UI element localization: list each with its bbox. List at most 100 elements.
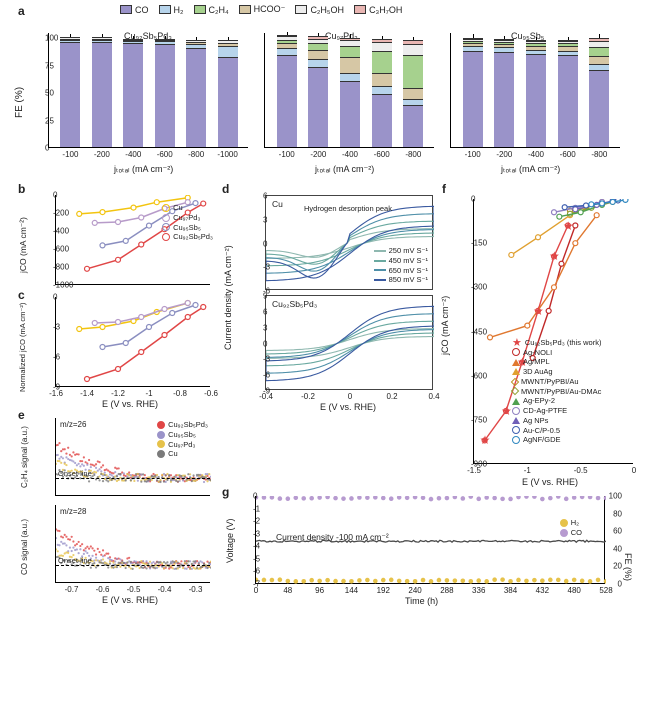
xtick: -400 (342, 150, 358, 159)
legend-row: MWNT/PyPBI/Au-DMAc (512, 387, 601, 397)
bar (218, 40, 238, 147)
xtick: 0 (348, 392, 352, 401)
hdesorp-label: Hydrogen desorption peak (304, 204, 392, 213)
xlabel-bc: E (V vs. RHE) (102, 399, 158, 409)
ytick: 0 (471, 195, 631, 204)
xtick: -200 (94, 150, 110, 159)
xtick: -0.4 (259, 392, 273, 401)
legend-row: AgNF/GDE (512, 435, 601, 445)
bar (92, 37, 112, 147)
ylabel-b: jCO (mA cm⁻²) (18, 217, 29, 273)
panel-d: Current density (mA cm⁻²) -6-3036CuHydro… (225, 185, 435, 400)
ytick: -300 (471, 283, 631, 292)
cd-note: Current density -100 mA cm⁻² (276, 532, 389, 543)
legend-row: Cu₉₂Sb₅Pd₃ (162, 232, 213, 242)
line-svg (56, 297, 211, 387)
xtick: -0.6 (204, 389, 218, 398)
ytick: -6 (53, 353, 208, 362)
plot-e1: Onset line m/z=26 Cu₉₂Sb₅Pd₃Cu₉₅Sb₅Cu₉₇Pd₃… (55, 418, 210, 496)
xtick: -0.7 (65, 585, 79, 594)
scanrate-legend: 250 mV S⁻¹450 mV S⁻¹650 mV S⁻¹850 mV S⁻¹ (374, 246, 428, 285)
bar (526, 40, 546, 147)
mz-label: m/z=26 (60, 420, 86, 429)
ylabel-f: jCO (mA cm⁻²) (440, 296, 451, 355)
star-marker: ★ (501, 404, 512, 418)
bar (589, 38, 609, 147)
bar (186, 40, 206, 147)
subchart: Cu₉₂Sb₅Pd₃-100-200-400-600-800-1000jₜₒₜₐ… (48, 33, 248, 148)
ytick: 0 (263, 339, 430, 348)
legend-row: MWNT/PyPBI/Au (512, 377, 601, 387)
xlabel-e: E (V vs. RHE) (102, 595, 158, 605)
bar (155, 39, 175, 147)
plot-f: -900-750-600-450-300-1500-1.5-1-0.50★★★★… (473, 199, 633, 464)
ytick-l: 0 (253, 492, 602, 501)
ylabel-a: FE (%) (14, 87, 25, 118)
xtick: 0.2 (386, 392, 397, 401)
xtick: -1.6 (49, 389, 63, 398)
xtick: 0 (632, 466, 636, 475)
bar (60, 37, 80, 147)
xtick: -0.2 (301, 392, 315, 401)
star-marker: ★ (563, 219, 574, 233)
xtick: -200 (496, 150, 512, 159)
xtick: -0.8 (173, 389, 187, 398)
panel-f: jCO (mA cm⁻²) -900-750-600-450-300-1500-… (445, 185, 635, 475)
xtick: -1.2 (111, 389, 125, 398)
ytick-l: -1 (253, 504, 602, 513)
ytick: -450 (471, 327, 631, 336)
star-marker: ★ (480, 433, 491, 447)
plot-e2: Onset linem/z=28-0.3-0.4-0.5-0.6-0.7 (55, 505, 210, 583)
bar (123, 39, 143, 147)
cv-bot: -9-6-30369Cu₉₂Sb₅Pd₃-0.4-0.200.20.4 (265, 295, 433, 390)
legend-row: Ag-EPy-2 (512, 396, 601, 406)
bar (340, 38, 360, 147)
legend-item: C₂H₅OH (295, 4, 344, 15)
xtick: -1 (524, 466, 531, 475)
legend-row: 3D AuAg (512, 367, 601, 377)
ytick-r: 100 (609, 492, 622, 501)
panel-g: Voltage (V) FE (%) 048961441922402883363… (225, 488, 635, 603)
legend-row: ★Cu₉₂Sb₅Pd₃ (this work) (512, 338, 601, 348)
onset-line: Onset line (56, 565, 210, 566)
xtick: -0.4 (158, 585, 172, 594)
xlabel-d: E (V vs. RHE) (320, 402, 376, 412)
onset-line: Onset line (56, 478, 210, 479)
bar (558, 40, 578, 147)
legend-row: Ag-NOLI (512, 348, 601, 358)
legend-top: COH₂C₂H₄HCOO⁻C₂H₅OHC₃H₇OH (120, 4, 402, 15)
xtick: -1000 (217, 150, 237, 159)
plot-c: -9-6-30-1.6-1.4-1.2-1-0.8-0.6 (55, 297, 210, 387)
ytick-l: -2 (253, 517, 602, 526)
panel-bc: -1000-800-600-400-2000 jCO (mA cm⁻²) -9-… (20, 185, 210, 400)
legend-g: H₂CO (560, 518, 582, 538)
xtick: -400 (125, 150, 141, 159)
ytick: -900 (471, 460, 631, 469)
xtick: -0.5 (127, 585, 141, 594)
ylabel-d: Current density (mA cm⁻²) (223, 245, 234, 350)
ytick-r: 80 (613, 509, 622, 518)
ytick-r: 60 (613, 527, 622, 536)
ytick: 6 (263, 192, 430, 201)
bar (463, 38, 483, 148)
legend-item: C₃H₇OH (354, 4, 402, 15)
legend-row: Cu (162, 203, 213, 213)
ytick: -1000 (53, 281, 208, 290)
ytick: -6 (263, 371, 430, 380)
ytick-l: -4 (253, 542, 602, 551)
xtick: 0.4 (428, 392, 439, 401)
legend-e: Cu₉₂Sb₅Pd₃Cu₉₅Sb₅Cu₉₇Pd₃Cu (157, 420, 208, 459)
subchart: Cu₉₅Sb₅-100-200-400-600-800jₜₒₜₐₗ (mA cm… (450, 33, 620, 148)
xtick: -800 (591, 150, 607, 159)
xtick: -100 (279, 150, 295, 159)
ytick-r: 40 (613, 544, 622, 553)
ytick-l: -5 (253, 554, 602, 563)
xtick: -600 (560, 150, 576, 159)
legend-bc: CuCu₉₇Pd₃Cu₉₅Sb₅Cu₉₂Sb₅Pd₃ (162, 203, 213, 242)
xtick: -1.5 (467, 466, 481, 475)
cv-title: Cu (272, 199, 283, 209)
xlabel: jₜₒₜₐₗ (mA cm⁻²) (315, 164, 374, 175)
legend-item: HCOO⁻ (239, 4, 286, 15)
bar (403, 40, 423, 147)
ytick-r: 20 (613, 562, 622, 571)
